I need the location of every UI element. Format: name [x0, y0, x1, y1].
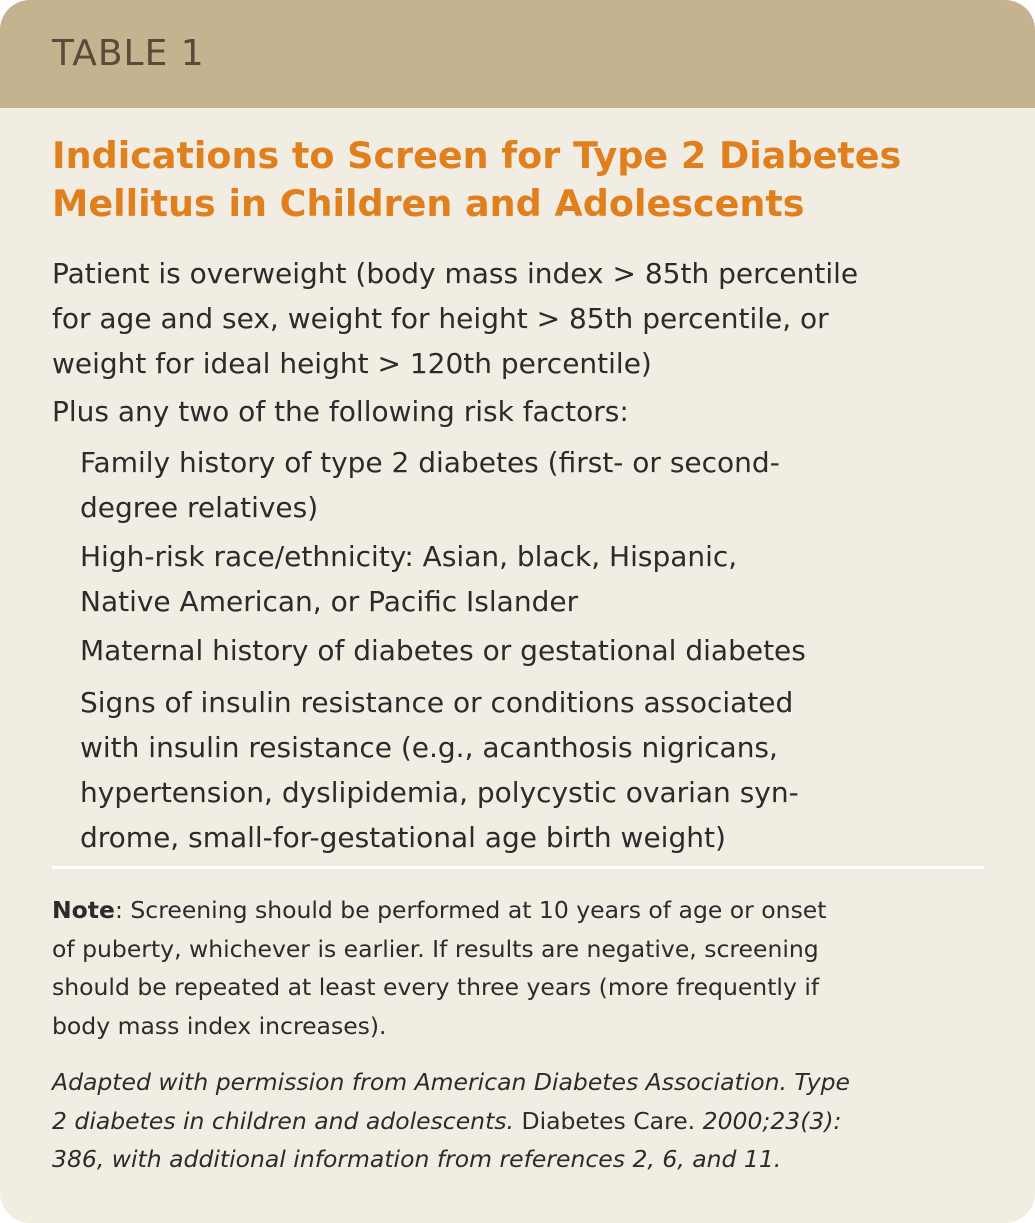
risk-factor-line: High-risk race/ethnicity: Asian, black, … [80, 540, 738, 573]
source-line: Adapted with permission from American Di… [52, 1068, 851, 1096]
risk-factor-line: Native American, or Pacific Islander [80, 585, 579, 618]
table-note-line: Note: Screening should be performed at 1… [52, 891, 984, 930]
note-label: Note [52, 896, 115, 924]
risk-factor-item: High-risk race/ethnicity: Asian, black, … [80, 534, 1000, 624]
table-title-line: Mellitus in Children and Adolescents [52, 182, 805, 225]
table-title-line: Indications to Screen for Type 2 Diabete… [52, 134, 902, 177]
table-source: Adapted with permission from American Di… [52, 1063, 984, 1179]
main-criterion: Patient is overweight (body mass index >… [52, 251, 1002, 386]
plus-risk-factors-line: Plus any two of the following risk facto… [52, 389, 1002, 434]
table-note: Note: Screening should be performed at 1… [52, 891, 984, 1045]
table-header-band: TABLE 1 [0, 0, 1035, 108]
note-text: : Screening should be performed at 10 ye… [114, 896, 827, 924]
risk-factor-line: degree relatives) [80, 491, 319, 524]
risk-factor-item: Family history of type 2 diabetes (first… [80, 440, 1000, 530]
risk-factor-line: with insulin resistance (e.g., acanthosi… [80, 731, 778, 764]
risk-factor-line: drome, small-for-gestational age birth w… [80, 821, 726, 854]
risk-factor-item: Signs of insulin resistance or condition… [80, 680, 1000, 860]
main-criterion-line: weight for ideal height > 120th percenti… [52, 347, 652, 380]
risk-factor-item: Maternal history of diabetes or gestatio… [80, 628, 1000, 673]
table-note-line: body mass index increases). [52, 1011, 387, 1040]
source-citation: 2000;23(3): [695, 1106, 842, 1135]
risk-factor-line: Maternal history of diabetes or gestatio… [80, 634, 806, 667]
risk-factor-line: hypertension, dyslipidemia, polycystic o… [80, 776, 799, 809]
plus-risk-factors-text: Plus any two of the following risk facto… [52, 395, 629, 428]
risk-factor-line: Family history of type 2 diabetes (first… [80, 446, 780, 479]
source-journal: Diabetes Care. [514, 1106, 696, 1135]
source-line: 2 diabetes in children and adolescents. … [52, 1102, 984, 1141]
table-note-line: should be repeated at least every three … [52, 973, 820, 1001]
main-criterion-line: for age and sex, weight for height > 85t… [52, 302, 829, 335]
table-label: TABLE 1 [52, 33, 205, 74]
table-note-line: of puberty, whichever is earlier. If res… [52, 934, 819, 963]
section-divider [52, 866, 984, 869]
main-criterion-line: Patient is overweight (body mass index >… [52, 257, 859, 290]
source-line: 386, with additional information from re… [52, 1145, 782, 1173]
table-title: Indications to Screen for Type 2 Diabete… [52, 132, 1002, 228]
source-article-title: 2 diabetes in children and adolescents. [52, 1106, 515, 1135]
risk-factor-line: Signs of insulin resistance or condition… [80, 686, 794, 719]
